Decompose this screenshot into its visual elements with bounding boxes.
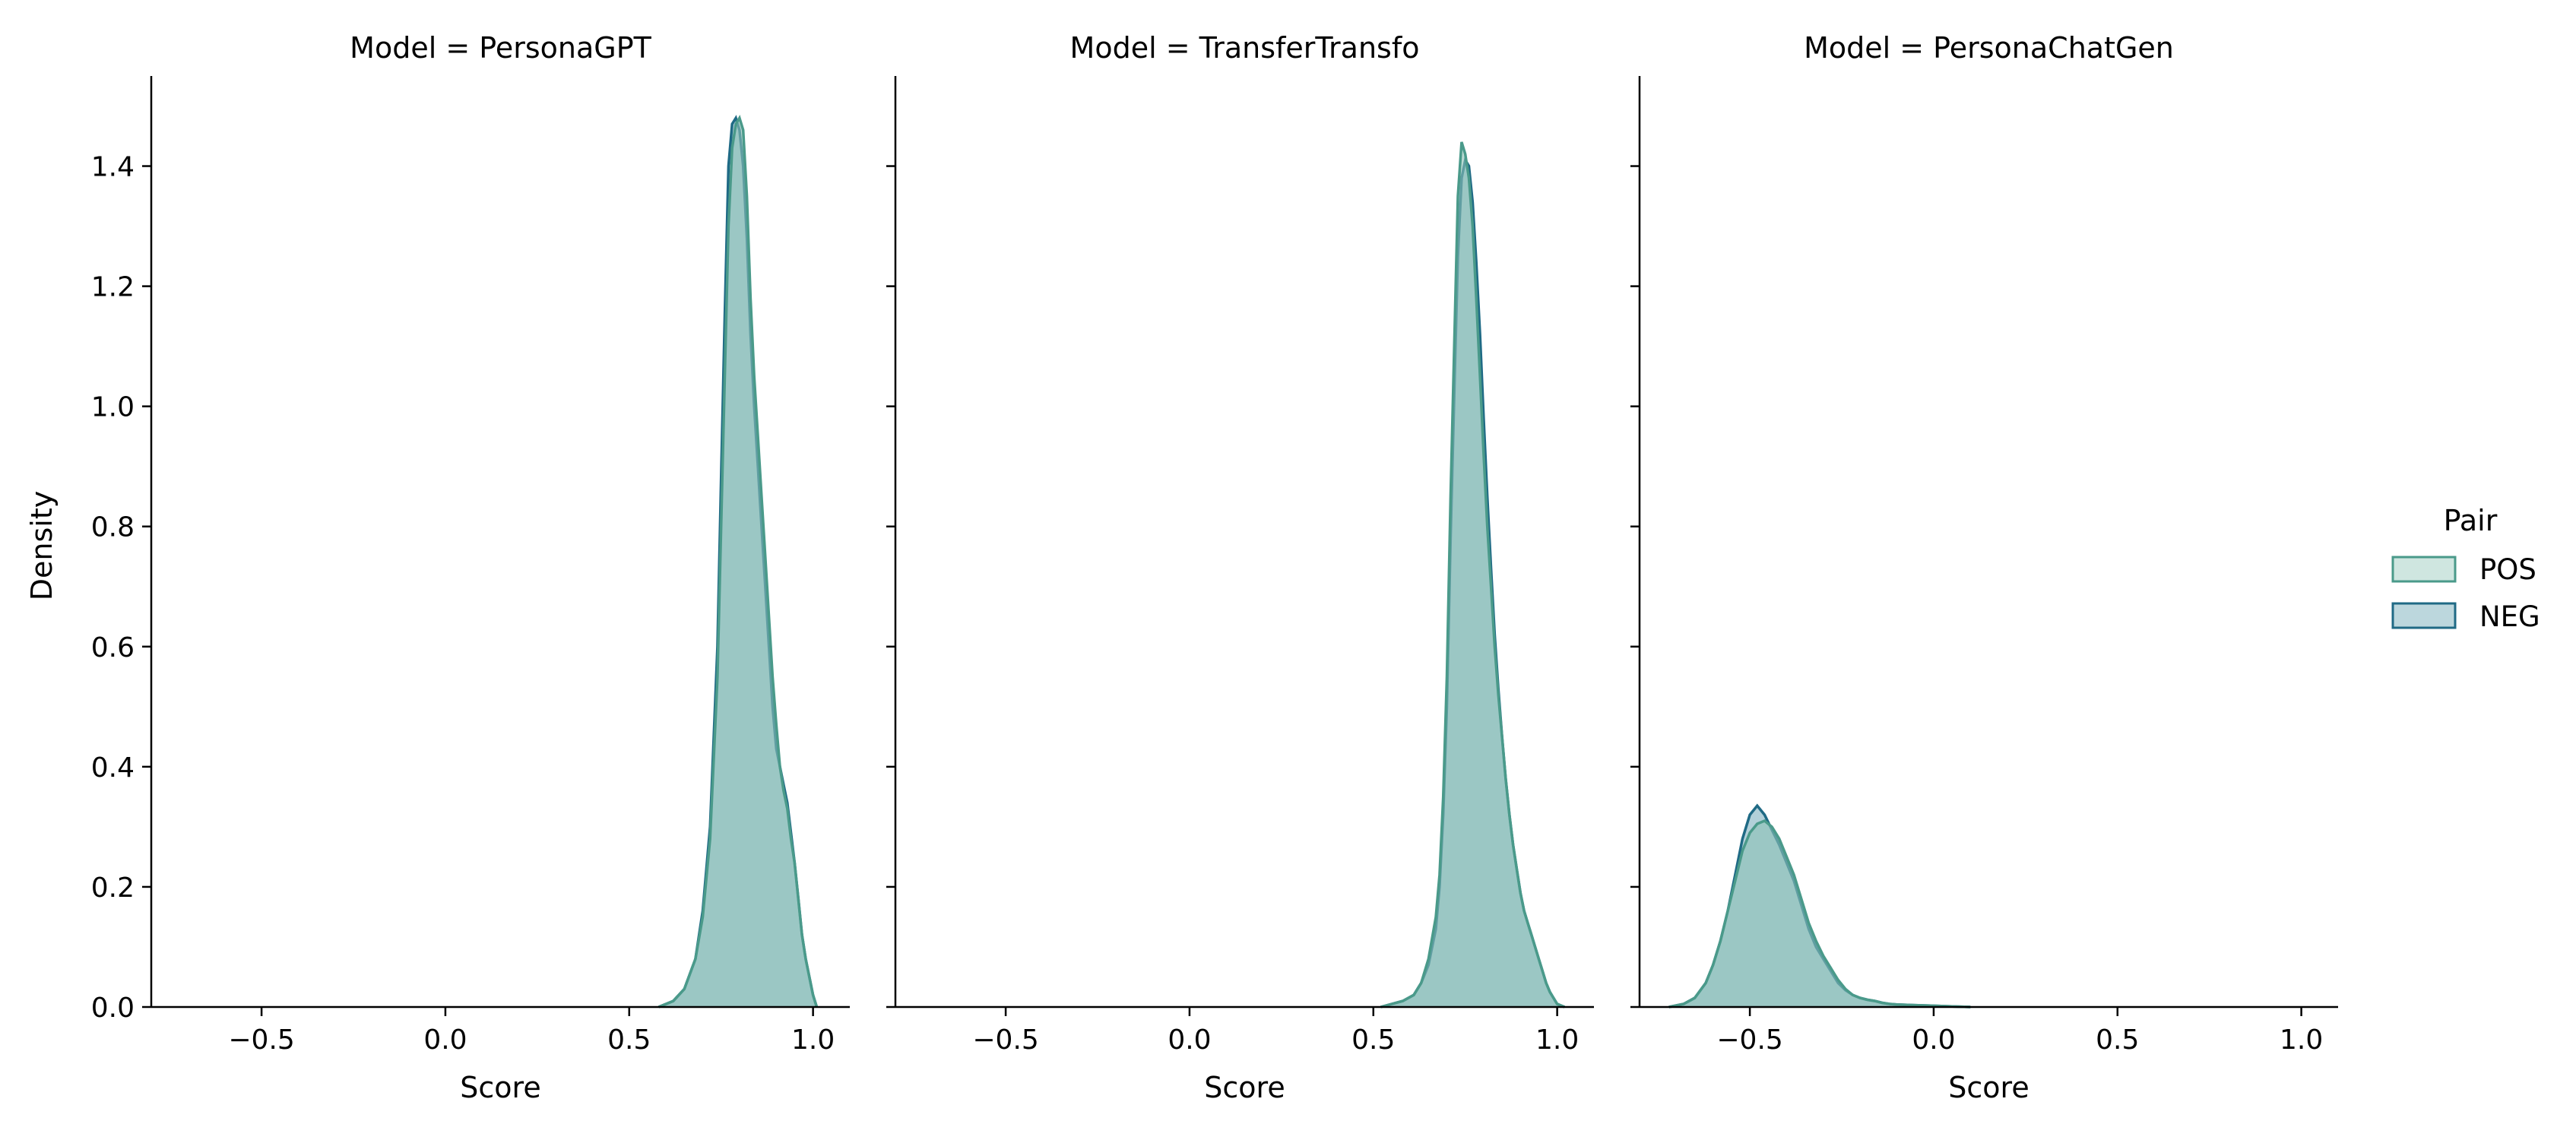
x-axis-label: Score — [1204, 1071, 1285, 1104]
series-line-pos — [1668, 819, 1971, 1009]
series-line-pos — [1380, 141, 1565, 1009]
y-tick-label: 1.2 — [91, 272, 135, 303]
panel-3: Model = PersonaChatGen −0.5 0.0 0.5 1.0 Score — [1630, 31, 2338, 1104]
series-area-pos — [658, 118, 817, 1007]
facet-panels: Model = PersonaGPT 0.0 0.2 0.4 0.6 0.8 1.0 1.2 1… — [91, 31, 2338, 1104]
x-axis-label: Score — [460, 1071, 540, 1104]
y-tick-label: 0.8 — [91, 512, 135, 543]
panel-title: Model = TransferTransfo — [1070, 31, 1420, 65]
x-tick-label: 0.5 — [607, 1024, 651, 1056]
legend-swatch-pos — [2391, 556, 2457, 583]
legend-label-neg: NEG — [2479, 600, 2540, 633]
x-tick-label: −0.5 — [972, 1024, 1038, 1056]
panel-2: Model = TransferTransfo −0.5 0.0 0.5 1.0 Scor… — [886, 31, 1594, 1104]
x-axis-label: Score — [1948, 1071, 2029, 1104]
y-axis-label: Density — [25, 491, 59, 600]
x-tick-label: −0.5 — [1716, 1024, 1782, 1056]
x-tick-label: 0.0 — [1912, 1024, 1955, 1056]
panel-title: Model = PersonaGPT — [350, 31, 651, 65]
y-tick-label: 1.0 — [91, 392, 135, 423]
y-tick-label: 0.4 — [91, 752, 135, 784]
x-tick-label: 0.0 — [1168, 1024, 1211, 1056]
series-area-pos — [1380, 141, 1565, 1007]
x-tick-label: 0.5 — [1351, 1024, 1395, 1056]
legend-label-pos: POS — [2479, 553, 2536, 586]
legend-swatch-neg — [2391, 602, 2457, 629]
legend: Pair POS NEG — [2391, 504, 2540, 633]
y-tick-label: 0.6 — [91, 632, 135, 663]
x-tick-label: −0.5 — [228, 1024, 294, 1056]
y-tick-label: 1.4 — [91, 152, 135, 183]
y-tick-label: 0.0 — [91, 993, 135, 1024]
x-tick-label: 1.0 — [791, 1024, 835, 1056]
panel-1: Model = PersonaGPT 0.0 0.2 0.4 0.6 0.8 1.0 1.2 1… — [91, 31, 850, 1104]
x-tick-label: 0.5 — [2096, 1024, 2139, 1056]
series-area-pos — [1668, 821, 1971, 1007]
series-line-pos — [657, 115, 819, 1009]
x-tick-label: 1.0 — [1535, 1024, 1579, 1056]
panel-title: Model = PersonaChatGen — [1804, 31, 2174, 65]
legend-title: Pair — [2444, 504, 2498, 537]
y-tick-label: 0.2 — [91, 872, 135, 904]
x-tick-label: 0.0 — [423, 1024, 467, 1056]
x-tick-label: 1.0 — [2280, 1024, 2323, 1056]
